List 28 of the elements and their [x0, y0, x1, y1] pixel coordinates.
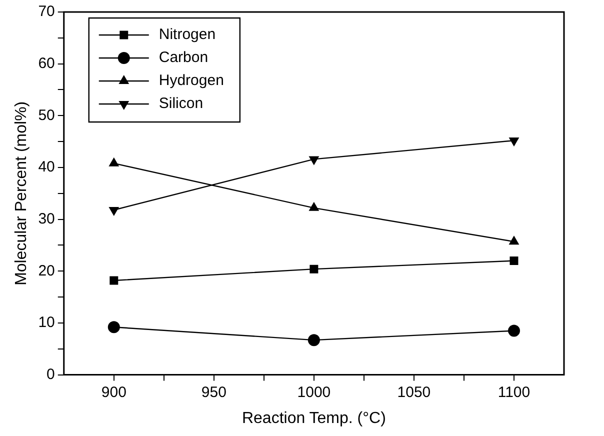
point: [108, 206, 120, 216]
y-tick-label: 50: [38, 106, 55, 124]
point: [508, 138, 520, 147]
y-tick-label: 0: [46, 366, 55, 383]
y-axis-title: Molecular Percent (mol%): [13, 101, 30, 286]
legend-label: Carbon: [158, 49, 208, 66]
point: [308, 334, 320, 346]
y-tick-label: 10: [38, 314, 55, 332]
legend-label: Nitrogen: [158, 26, 216, 44]
y-tick-label: 30: [38, 210, 55, 228]
x-tick-label: 900: [101, 384, 126, 401]
x-axis-title: Reaction Temp. (°C): [242, 410, 386, 427]
y-tick-label: 70: [38, 3, 55, 20]
y-tick-label: 40: [38, 158, 55, 176]
legend-label: Hydrogen: [158, 72, 224, 90]
point: [308, 156, 320, 166]
x-tick-label: 1050: [397, 384, 431, 401]
point: [310, 264, 318, 274]
y-tick-label: 20: [38, 262, 55, 280]
x-tick-label: 1100: [498, 384, 530, 401]
point: [110, 276, 118, 285]
point: [508, 324, 520, 337]
x-tick-label: 950: [201, 384, 226, 401]
x-tick-label: 1000: [297, 384, 331, 401]
y-tick-label: 60: [38, 54, 55, 72]
point: [510, 256, 518, 266]
legend-label: Silicon: [158, 95, 204, 112]
point: [108, 321, 120, 334]
